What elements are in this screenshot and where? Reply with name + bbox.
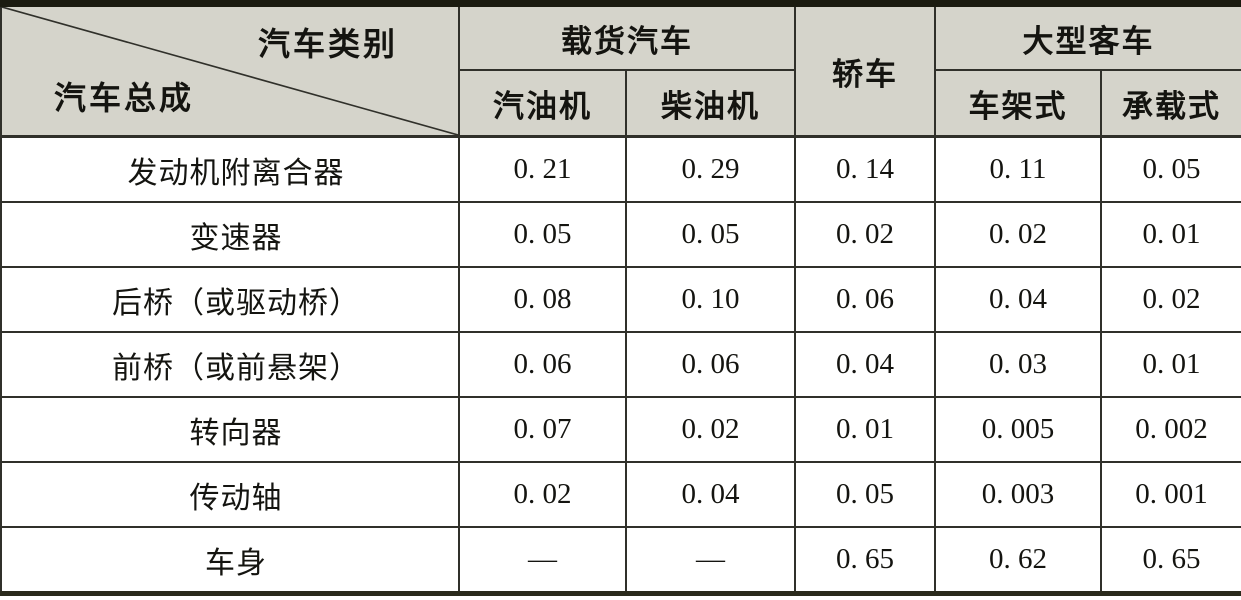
data-cell: 0. 01 — [794, 396, 936, 463]
data-cell: 0. 04 — [625, 461, 796, 528]
data-cell: 0. 003 — [934, 461, 1102, 528]
table-row: 前桥（或前悬架） 0. 06 0. 06 0. 04 0. 03 0. 01 — [0, 331, 1241, 398]
data-cell: 0. 02 — [934, 201, 1102, 268]
subheader-gasoline-engine: 汽油机 — [458, 69, 627, 138]
data-cell: 0. 01 — [1100, 331, 1241, 398]
header-row-2: 汽油机 柴油机 车架式 承载式 — [1, 69, 1241, 138]
data-cell: 0. 14 — [794, 135, 936, 203]
row-label: 变速器 — [0, 201, 460, 268]
data-cell: 0. 08 — [458, 266, 627, 333]
header-row-1: 汽车类别 汽车总成 载货汽车 轿车 大型客车 — [0, 2, 1241, 138]
data-cell: 0. 05 — [625, 201, 796, 268]
corner-label-columns: 汽车类别 — [257, 26, 398, 62]
data-cell: 0. 05 — [794, 461, 936, 528]
data-cell: 0. 04 — [934, 266, 1102, 333]
row-label: 传动轴 — [0, 461, 460, 528]
data-cell: 0. 02 — [625, 396, 796, 463]
data-cell: 0. 02 — [458, 461, 627, 528]
corner-label-rows: 汽车总成 — [54, 80, 195, 116]
table-row: 转向器 0. 07 0. 02 0. 01 0. 005 0. 002 — [0, 396, 1241, 463]
subheader-unibody-type: 承载式 — [1100, 69, 1241, 138]
table-row: 后桥（或驱动桥） 0. 08 0. 10 0. 06 0. 04 0. 02 — [0, 266, 1241, 333]
data-cell: 0. 02 — [1100, 266, 1241, 333]
data-cell: 0. 05 — [458, 201, 627, 268]
data-cell: 0. 11 — [934, 135, 1102, 203]
data-cell: 0. 002 — [1100, 396, 1241, 463]
data-cell: 0. 03 — [934, 331, 1102, 398]
diagonal-split-cell: 汽车类别 汽车总成 — [2, 7, 458, 135]
data-cell: 0. 06 — [458, 331, 627, 398]
data-cell: 0. 05 — [1100, 135, 1241, 203]
data-cell: — — [625, 526, 796, 595]
data-cell: 0. 06 — [794, 266, 936, 333]
data-cell: 0. 65 — [1100, 526, 1241, 595]
group-header-sedan: 轿车 — [794, 2, 936, 138]
row-label: 转向器 — [0, 396, 460, 463]
data-cell: 0. 21 — [458, 135, 627, 203]
data-cell: 0. 65 — [794, 526, 936, 595]
table-row: 车身 — — 0. 65 0. 62 0. 65 — [0, 526, 1241, 595]
data-cell: 0. 29 — [625, 135, 796, 203]
row-label: 后桥（或驱动桥） — [0, 266, 460, 333]
data-cell: — — [458, 526, 627, 595]
data-cell: 0. 07 — [458, 396, 627, 463]
data-cell: 0. 62 — [934, 526, 1102, 595]
row-label: 前桥（或前悬架） — [0, 331, 460, 398]
row-label: 车身 — [0, 526, 460, 595]
group-header-large-bus: 大型客车 — [934, 2, 1241, 71]
table-row: 变速器 0. 05 0. 05 0. 02 0. 02 0. 01 — [0, 201, 1241, 268]
diagonal-line — [2, 7, 458, 135]
data-cell: 0. 005 — [934, 396, 1102, 463]
subheader-diesel-engine: 柴油机 — [625, 69, 796, 138]
corner-cell: 汽车类别 汽车总成 — [0, 2, 460, 138]
data-cell: 0. 10 — [625, 266, 796, 333]
group-header-cargo-truck: 载货汽车 — [458, 2, 796, 71]
data-cell: 0. 001 — [1100, 461, 1241, 528]
data-cell: 0. 02 — [794, 201, 936, 268]
table-row: 发动机附离合器 0. 21 0. 29 0. 14 0. 11 0. 05 — [0, 135, 1241, 203]
subheader-frame-type: 车架式 — [934, 69, 1102, 138]
table-row: 传动轴 0. 02 0. 04 0. 05 0. 003 0. 001 — [0, 461, 1241, 528]
row-label: 发动机附离合器 — [0, 135, 460, 203]
data-cell: 0. 04 — [794, 331, 936, 398]
data-cell: 0. 06 — [625, 331, 796, 398]
data-cell: 0. 01 — [1100, 201, 1241, 268]
